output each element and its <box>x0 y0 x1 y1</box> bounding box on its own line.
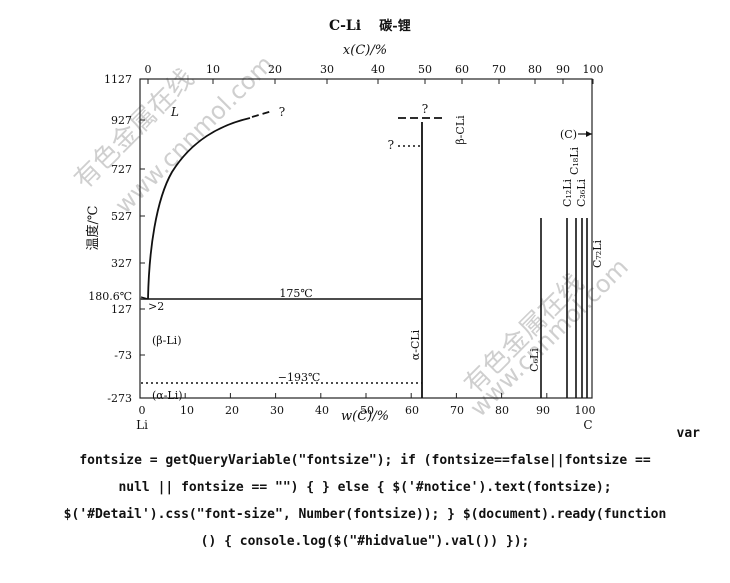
label-minus193c: −193℃ <box>278 371 321 384</box>
y-tick-label: 180.6℃ <box>88 290 132 303</box>
figure-title: C-Li <box>329 18 361 34</box>
bottom-tick-label: 10 <box>180 404 194 417</box>
top-tick-label: 90 <box>556 63 570 76</box>
bottom-tick-label: 70 <box>450 404 464 417</box>
top-tick-label: 70 <box>492 63 506 76</box>
y-tick-label: 127 <box>111 303 132 316</box>
y-tick-labels: 1127 927 727 527 327 180.6℃ 127 -73 -273 <box>88 73 132 405</box>
label-175c: 175℃ <box>279 287 312 300</box>
y-tick-label: 927 <box>111 114 132 127</box>
top-tick-labels: 0 10 20 30 40 50 60 70 80 90 100 <box>145 63 604 76</box>
y-tick-label: -73 <box>114 349 132 362</box>
label-alpha-cli: α-CLi <box>409 329 422 360</box>
code-line: () { console.log($("#hidvalue").val()) }… <box>200 534 530 549</box>
label-c18li: C₁₈Li <box>568 146 581 175</box>
c-phase-arrow-head <box>586 131 592 137</box>
corner-label-li: Li <box>136 418 148 432</box>
label-c6li: C₆Li <box>528 348 541 372</box>
axis-ticks <box>139 78 594 399</box>
code-line: $('#Detail').css("font-size", Number(fon… <box>63 507 667 522</box>
top-axis-label: x(C)/% <box>343 43 387 58</box>
y-tick-label: 727 <box>111 163 132 176</box>
watermark-url-2: www.cnnmol.com <box>464 253 633 422</box>
bottom-tick-label: 40 <box>315 404 329 417</box>
bottom-tick-labels: 0 10 20 30 40 50 60 70 80 90 100 <box>139 404 596 417</box>
liquidus-curve <box>147 117 251 300</box>
bottom-tick-label: 0 <box>139 404 146 417</box>
top-tick-label: 80 <box>528 63 542 76</box>
code-line: var <box>676 426 700 441</box>
top-tick-label: 50 <box>418 63 432 76</box>
label-gt2: >2 <box>148 300 164 313</box>
bottom-tick-label: 90 <box>536 404 550 417</box>
label-beta-cli: β-CLi <box>454 115 467 145</box>
bottom-tick-label: 50 <box>360 404 374 417</box>
label-beta-li: (β-Li) <box>152 334 181 347</box>
top-tick-label: 10 <box>206 63 220 76</box>
figure-title-cn: 碳-锂 <box>379 18 410 34</box>
bottom-tick-label: 20 <box>225 404 239 417</box>
bottom-tick-label: 80 <box>495 404 509 417</box>
label-c72li: C₇₂Li <box>591 239 604 268</box>
y-tick-label: 527 <box>111 210 132 223</box>
top-tick-label: 100 <box>583 63 604 76</box>
bottom-tick-label: 30 <box>270 404 284 417</box>
y-tick-label: 1127 <box>104 73 132 86</box>
top-tick-label: 40 <box>371 63 385 76</box>
top-tick-label: 60 <box>455 63 469 76</box>
liquidus-dashed <box>251 110 273 118</box>
script-text-block: var fontsize = getQueryVariable("fontsiz… <box>0 420 730 555</box>
label-c36li: C₃₆Li <box>575 178 588 207</box>
label-question-cli-top: ? <box>422 102 428 116</box>
label-alpha-li: (α-Li) <box>152 389 183 402</box>
y-axis-label: 温度/℃ <box>85 206 101 251</box>
label-question-cli-mid: ? <box>388 138 394 152</box>
label-liquid: L <box>170 105 179 119</box>
bottom-tick-label: 100 <box>575 404 596 417</box>
code-line: null || fontsize == "") { } else { $('#n… <box>118 480 612 495</box>
label-c12li: C₁₂Li <box>561 178 574 207</box>
top-tick-label: 0 <box>145 63 152 76</box>
y-tick-label: -273 <box>107 392 132 405</box>
bottom-axis-label: w(C)/% <box>341 409 389 424</box>
bottom-tick-label: 60 <box>405 404 419 417</box>
corner-label-c: C <box>583 418 592 432</box>
code-line: fontsize = getQueryVariable("fontsize");… <box>79 453 651 468</box>
top-tick-label: 20 <box>268 63 282 76</box>
label-question-liquidus: ? <box>279 105 285 119</box>
y-tick-label: 327 <box>111 257 132 270</box>
top-tick-label: 30 <box>320 63 334 76</box>
label-c-phase: (C) <box>560 128 577 141</box>
